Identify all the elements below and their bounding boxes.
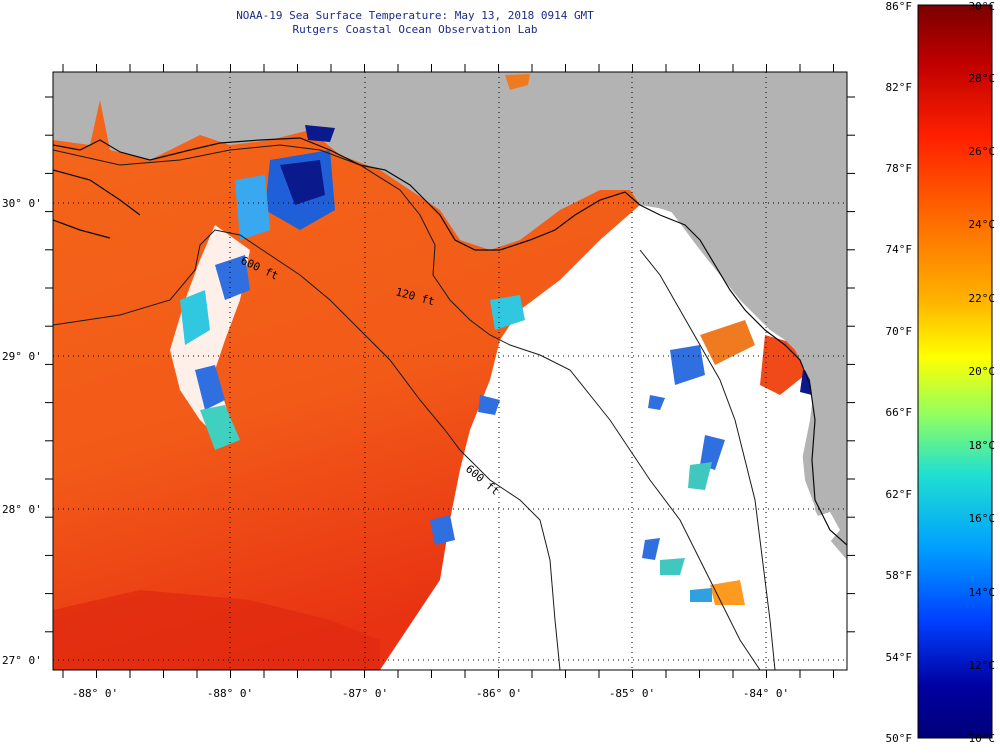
colorbar-label-c: 14°C <box>969 586 996 599</box>
lon-label: -87° 0' <box>342 687 388 700</box>
colorbar-label-c: 10°C <box>969 732 996 745</box>
colorbar-label-c: 20°C <box>969 365 996 378</box>
lon-label: -88° 0' <box>72 687 118 700</box>
colorbar <box>917 4 993 739</box>
colorbar-celsius-labels: 30°C 28°C 26°C 24°C 22°C 20°C 18°C 16°C … <box>969 0 996 745</box>
lat-label: 30° 0' <box>2 197 42 210</box>
map-title: NOAA-19 Sea Surface Temperature: May 13,… <box>236 9 594 22</box>
coastline <box>53 137 847 546</box>
florida-peninsula <box>640 72 847 560</box>
colorbar-label-f: 50°F <box>886 732 913 745</box>
colorbar-label-c: 26°C <box>969 145 996 158</box>
map-subtitle: Rutgers Coastal Ocean Observation Lab <box>292 23 538 36</box>
axis-ticks <box>45 64 855 678</box>
colorbar-label-c: 16°C <box>969 512 996 525</box>
colorbar-label-f: 54°F <box>886 651 913 664</box>
colorbar-label-f: 82°F <box>886 81 913 94</box>
colorbar-label-f: 70°F <box>886 325 913 338</box>
lon-label: -85° 0' <box>609 687 655 700</box>
lon-label: -88° 0' <box>207 687 253 700</box>
latitude-labels: 30° 0' 29° 0' 28° 0' 27° 0' <box>2 197 42 667</box>
map-area: 600 ft 120 ft 600 ft <box>53 72 847 670</box>
colorbar-label-f: 74°F <box>886 243 913 256</box>
cool-water-patches <box>180 125 525 545</box>
colorbar-label-c: 28°C <box>969 72 996 85</box>
colorbar-label-f: 86°F <box>886 0 913 13</box>
lon-label: -86° 0' <box>476 687 522 700</box>
colorbar-label-c: 22°C <box>969 292 996 305</box>
longitude-labels: -88° 0' -87° 0' -86° 0' -85° 0' -84° 0' … <box>72 687 789 700</box>
isobath-contours <box>53 144 776 670</box>
warm-water-region <box>53 100 640 670</box>
lat-label: 29° 0' <box>2 350 42 363</box>
colorbar-label-c: 18°C <box>969 439 996 452</box>
colorbar-label-c: 24°C <box>969 218 996 231</box>
lat-label: 28° 0' <box>2 503 42 516</box>
lon-label: -84° 0' <box>743 687 789 700</box>
coastal-no-data <box>690 250 815 545</box>
colorbar-label-f: 78°F <box>886 162 913 175</box>
colorbar-label-f: 62°F <box>886 488 913 501</box>
map-border <box>52 71 848 671</box>
lat-label: 27° 0' <box>2 654 42 667</box>
colorbar-label-c: 30°C <box>969 0 996 13</box>
colorbar-fahrenheit-labels: 86°F 82°F 78°F 74°F 70°F 66°F 62°F 58°F … <box>886 0 913 745</box>
colorbar-label-f: 58°F <box>886 569 913 582</box>
east-offshore-patches <box>505 74 815 605</box>
hot-water-patch <box>53 590 380 670</box>
bay-no-data <box>805 512 840 548</box>
colorbar-label-f: 66°F <box>886 406 913 419</box>
colorbar-label-c: 12°C <box>969 659 996 672</box>
